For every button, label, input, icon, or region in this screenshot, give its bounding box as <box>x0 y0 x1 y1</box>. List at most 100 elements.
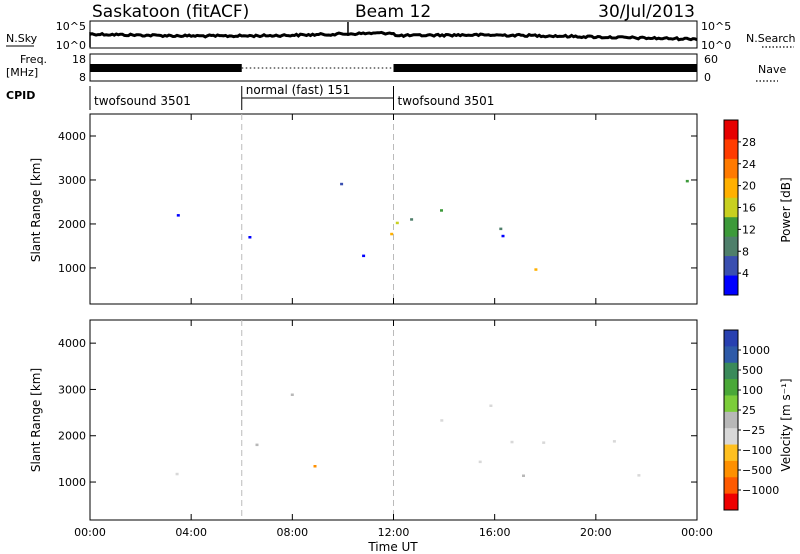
nsky-trace <box>89 30 698 42</box>
heatmap-cell <box>685 179 689 183</box>
cpid-segment-label: twofsound 3501 <box>94 94 191 108</box>
heatmap-cell <box>637 474 641 477</box>
colorbar-swatch <box>724 379 738 396</box>
cpid-segment-label: normal (fast) 151 <box>246 83 350 97</box>
colorbar-swatch <box>724 217 738 238</box>
y-tick-label: 1000 <box>58 476 86 489</box>
colorbar-tick-label: 12 <box>742 223 756 236</box>
freq-band <box>393 64 697 72</box>
colorbar-swatch <box>724 477 738 495</box>
freq-left-tick-low: 8 <box>79 71 86 84</box>
colorbar-swatch <box>724 158 738 179</box>
power-colorbar: 28 24 20 16 12 8 4 <box>723 119 756 296</box>
heatmap-cell <box>362 254 366 258</box>
freq-right-tick-low: 0 <box>704 71 711 84</box>
colorbar-swatch <box>724 120 738 140</box>
time-x-axis: 00:00 04:00 08:00 12:00 16:00 20:00 00:00 <box>74 114 713 539</box>
colorbar-tick-label: −500 <box>742 464 772 477</box>
nsky-right-tick-high: 10^5 <box>701 20 731 33</box>
colorbar-swatch <box>724 444 738 462</box>
power-ylabel: Slant Range [km] <box>29 158 43 262</box>
colorbar-tick-label: 100 <box>742 384 763 397</box>
colorbar-swatch <box>724 346 738 364</box>
x-tick-label: 16:00 <box>479 526 511 539</box>
heatmap-cell <box>478 460 482 464</box>
colorbar-tick-label: 25 <box>742 404 756 417</box>
colorbar-swatch <box>724 330 738 347</box>
y-tick-label: 3000 <box>58 174 86 187</box>
heatmap-cell <box>534 268 538 271</box>
heatmap-cell <box>255 443 259 447</box>
colorbar-swatch <box>724 178 738 199</box>
y-tick-label: 4000 <box>58 130 86 143</box>
colorbar-swatch <box>724 460 738 478</box>
nsearch-label: N.Search <box>746 32 796 45</box>
nsky-left-tick-low: 10^0 <box>56 39 86 52</box>
colorbar-tick-label: 8 <box>742 245 749 258</box>
heatmap-cell <box>313 465 317 468</box>
heatmap-cell <box>542 441 546 444</box>
heatmap-cell <box>612 440 616 443</box>
date-label: 30/Jul/2013 <box>598 2 695 22</box>
x-tick-label: 00:00 <box>74 526 106 539</box>
x-tick-label: 04:00 <box>175 526 207 539</box>
y-tick-label: 4000 <box>58 337 86 350</box>
colorbar-tick-label: 24 <box>742 158 756 171</box>
colorbar-tick-label: −1000 <box>742 484 779 497</box>
nave-label: Nave <box>758 63 786 76</box>
colorbar-tick-label: 16 <box>742 202 756 215</box>
beam-label: Beam 12 <box>355 2 431 22</box>
cpid-label: CPID <box>6 89 35 102</box>
colorbar-swatch <box>724 428 738 446</box>
heatmap-cell <box>522 474 525 477</box>
heatmap-cell <box>176 214 180 217</box>
y-tick-label: 2000 <box>58 430 86 443</box>
freq-series <box>90 64 697 72</box>
colorbar-swatch <box>724 493 738 511</box>
heatmap-cell <box>248 236 252 239</box>
station-title: Saskatoon (fitACF) <box>92 2 249 22</box>
colorbar-swatch <box>724 197 738 218</box>
freq-unit: [MHz] <box>6 66 38 79</box>
nsky-right-tick-low: 10^0 <box>701 39 731 52</box>
power-colorbar-label: Power [dB] <box>779 177 793 242</box>
cpid-segments: twofsound 3501 normal (fast) 151 twofsou… <box>89 83 495 110</box>
heatmap-cell <box>440 209 443 212</box>
x-tick-label: 20:00 <box>580 526 612 539</box>
colorbar-tick-label: 500 <box>742 364 763 377</box>
colorbar-tick-label: −100 <box>742 444 772 457</box>
nsky-label: N.Sky <box>6 32 38 45</box>
nsky-left-tick-high: 10^5 <box>56 20 86 33</box>
heatmap-cell <box>290 393 294 396</box>
power-y-axis: 1000 2000 3000 4000 <box>58 114 697 304</box>
heatmap-cell <box>390 232 394 236</box>
heatmap-cell <box>499 227 503 231</box>
colorbar-swatch <box>724 411 738 429</box>
colorbar-tick-label: 28 <box>742 136 756 149</box>
velocity-heatmap-cells <box>175 393 641 477</box>
colorbar-swatch <box>724 236 738 257</box>
x-tick-label: 00:00 <box>681 526 713 539</box>
velocity-y-axis: 1000 2000 3000 4000 <box>58 320 697 520</box>
nsky-series <box>89 22 698 47</box>
x-tick-label: 08:00 <box>276 526 308 539</box>
freq-left-tick-high: 18 <box>72 53 86 66</box>
heatmap-cell <box>440 419 444 422</box>
y-tick-label: 3000 <box>58 383 86 396</box>
freq-band <box>90 64 242 72</box>
colorbar-swatch <box>724 139 738 160</box>
freq-right-tick-high: 60 <box>704 53 718 66</box>
velocity-colorbar: 1000 500 100 25 −25 −100 −500 −1000 <box>723 329 779 511</box>
heatmap-cell <box>410 218 414 221</box>
heatmap-cell <box>510 440 514 444</box>
colorbar-swatch <box>724 256 738 277</box>
colorbar-frame <box>723 329 739 511</box>
heatmap-cell <box>501 234 505 238</box>
freq-label: Freq. <box>20 53 47 66</box>
colorbar-tick-label: 4 <box>742 267 749 280</box>
cpid-segment-label: twofsound 3501 <box>398 94 495 108</box>
power-heatmap-cells <box>176 179 689 271</box>
velocity-colorbar-label: Velocity [m s⁻¹] <box>779 378 793 471</box>
